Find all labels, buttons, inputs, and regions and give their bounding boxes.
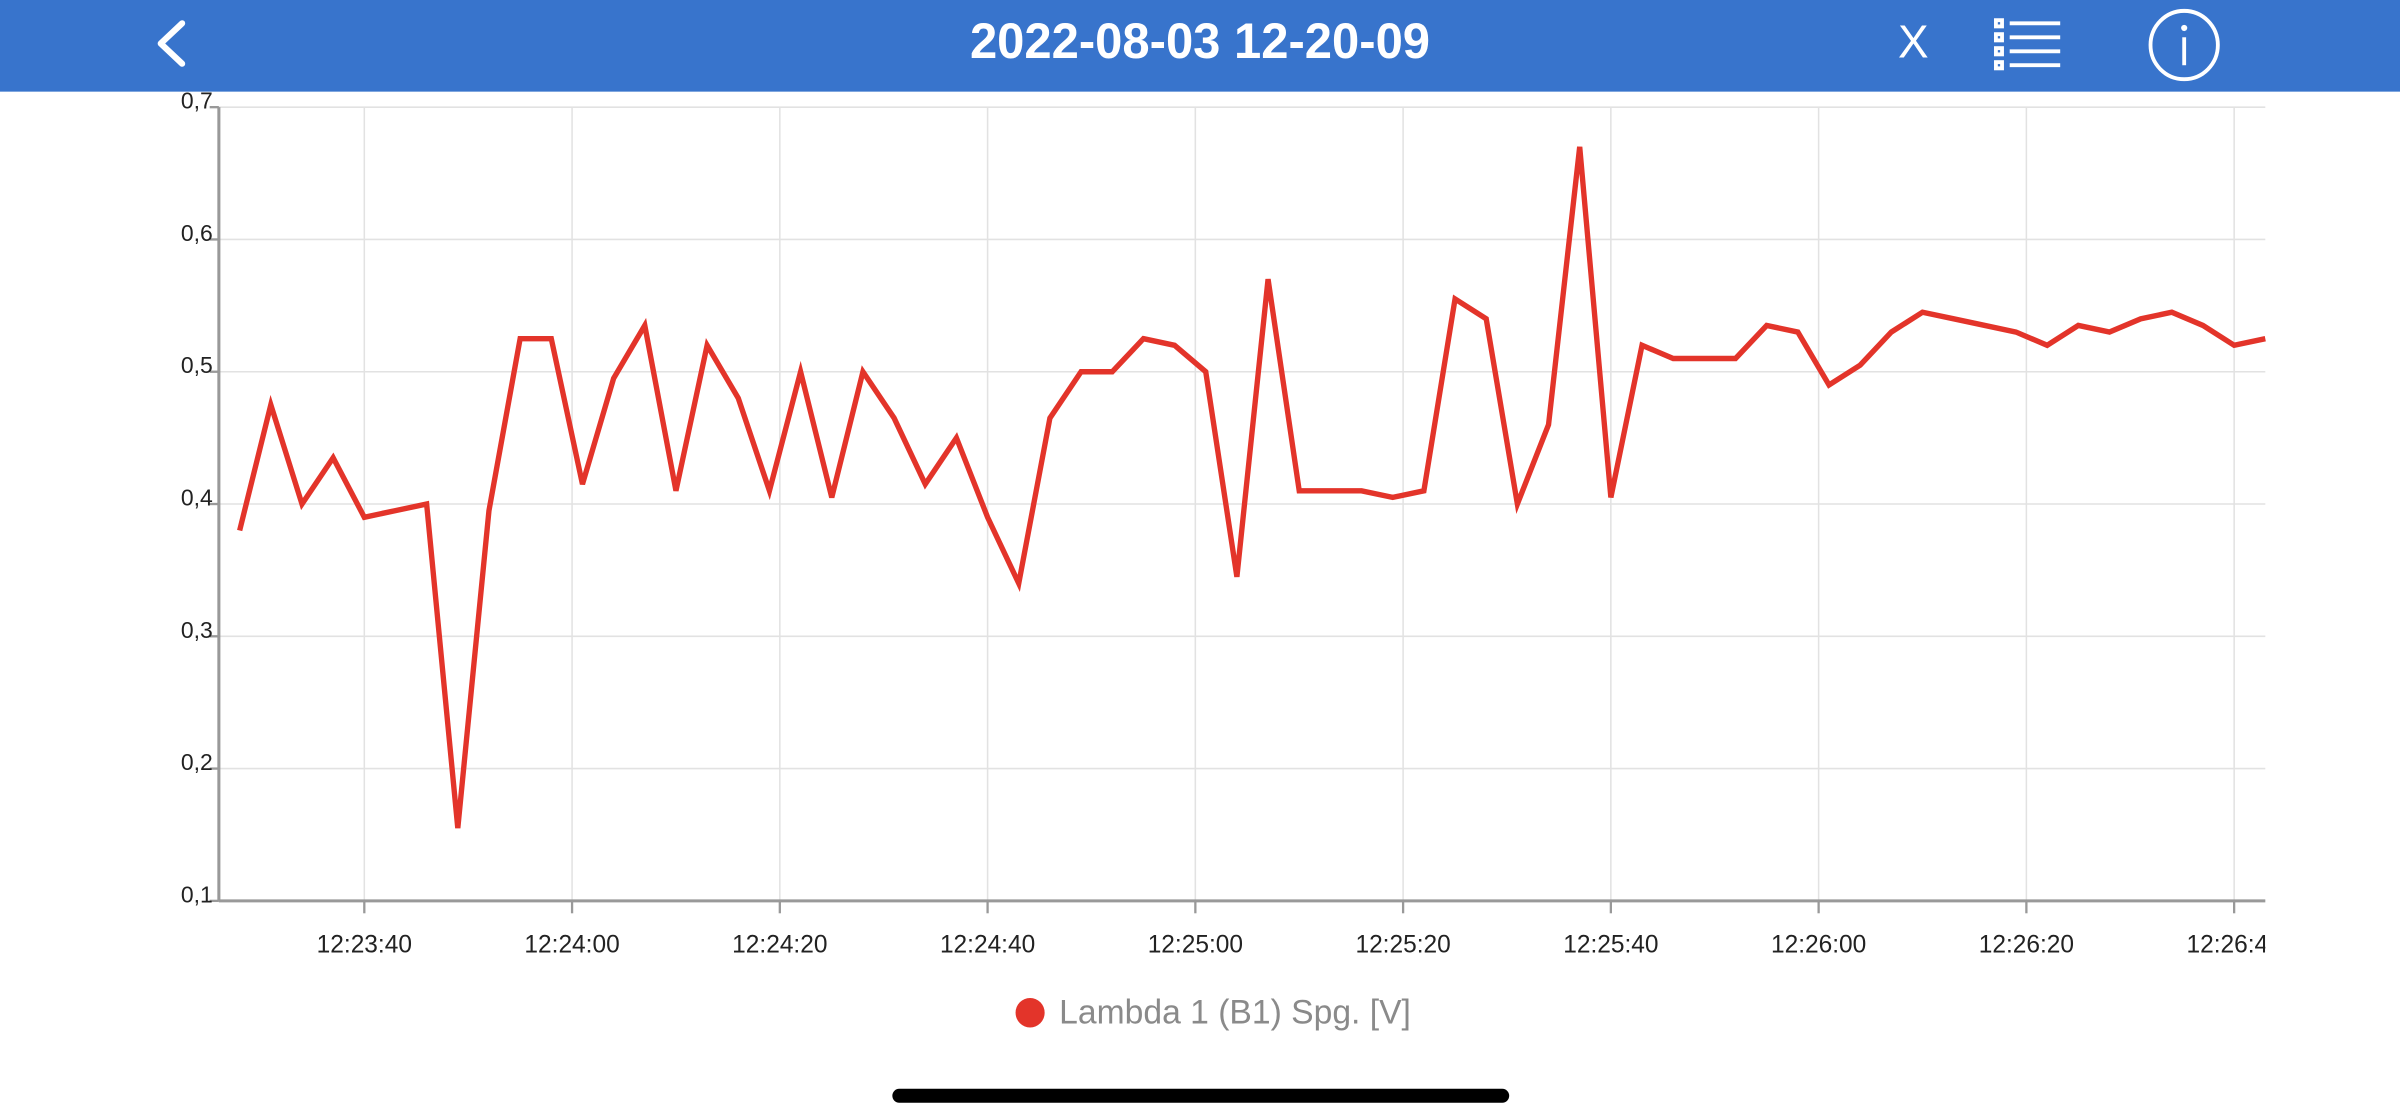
legend: Lambda 1 (B1) Spg. [V] xyxy=(1015,993,1411,1031)
home-indicator xyxy=(892,1088,1510,1103)
list-button[interactable] xyxy=(1994,18,2061,71)
data-line xyxy=(237,146,2266,829)
y-tick-label: 0,4 xyxy=(181,484,213,510)
info-button[interactable] xyxy=(2148,8,2220,82)
x-tick-label: 12:26:00 xyxy=(1771,931,1866,958)
x-tick-label: 12:24:00 xyxy=(524,931,619,958)
y-tick-label: 0,3 xyxy=(181,617,213,643)
header-bar xyxy=(0,0,2400,92)
y-tick-label: 0,1 xyxy=(181,881,213,907)
y-tick-label: 0,5 xyxy=(181,352,213,378)
x-tick-label: 12:25:00 xyxy=(1148,931,1243,958)
y-tick-label: 0,6 xyxy=(181,220,213,246)
x-tick-label: 12:26:20 xyxy=(1979,931,2074,958)
y-tick-label: 0,2 xyxy=(181,749,213,775)
header-title: 2022-08-03 12-20-09 xyxy=(970,14,1430,69)
legend-label: Lambda 1 (B1) Spg. [V] xyxy=(1059,993,1411,1031)
x-tick-label: 12:23:40 xyxy=(317,931,412,958)
x-axis-labels: 12:23:40 12:24:00 12:24:20 12:24:40 12:25:00… xyxy=(317,931,2282,958)
close-button[interactable]: X xyxy=(1898,15,1929,67)
legend-swatch xyxy=(1015,997,1045,1028)
x-tick-label: 12:25:20 xyxy=(1355,931,1450,958)
x-tick-label: 12:24:20 xyxy=(732,931,827,958)
x-tick-label: 12:24:40 xyxy=(940,931,1035,958)
x-tick-label: 12:25:40 xyxy=(1563,931,1658,958)
y-tick-label: 0,7 xyxy=(181,88,213,114)
x-tick-label: 12:26:40 xyxy=(2187,931,2282,958)
back-button[interactable] xyxy=(157,20,186,67)
